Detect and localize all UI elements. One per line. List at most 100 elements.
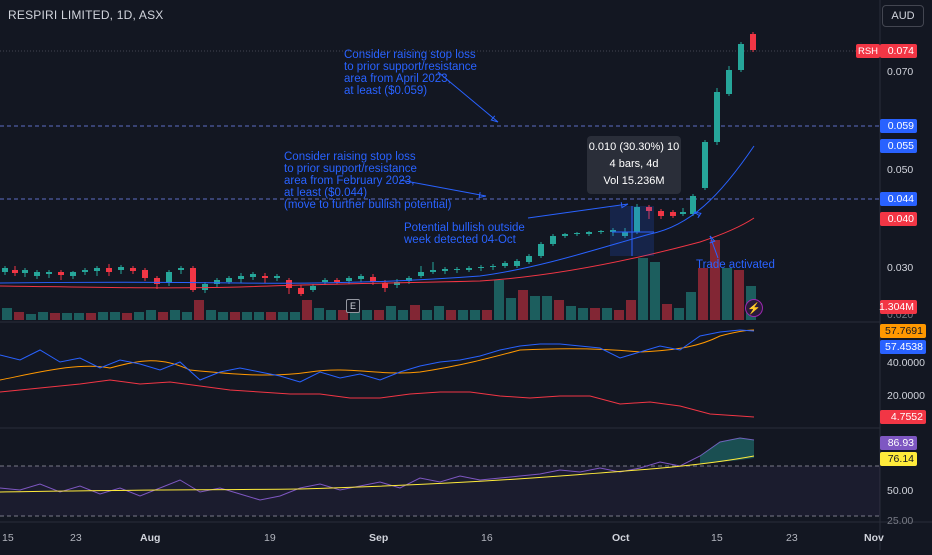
volume-bar — [722, 268, 732, 320]
time-label-8: 23 — [786, 532, 798, 544]
candle-body — [680, 212, 686, 214]
volume-bar — [14, 312, 24, 320]
price-tick-050: 0.050 — [887, 164, 914, 176]
earnings-marker-icon[interactable]: E — [346, 299, 360, 313]
volume-bar — [626, 300, 636, 320]
volume-bar — [194, 300, 204, 320]
candle-body — [658, 211, 664, 216]
volume-bar — [686, 292, 696, 320]
candle-body — [178, 268, 184, 270]
ind2-value-2: 76.14 — [880, 452, 917, 466]
candle-body — [526, 256, 532, 262]
volume-bar — [590, 308, 600, 320]
rsi-yellow-line — [0, 455, 755, 493]
level-badge-044: 0.044 — [880, 192, 917, 206]
time-label-9: Nov — [864, 532, 884, 544]
annotation-stop-loss-april[interactable]: Consider raising stop loss to prior supp… — [344, 49, 477, 97]
candle-body — [190, 268, 196, 290]
candle-body — [690, 196, 696, 214]
candle-body — [562, 234, 568, 236]
candle-body — [202, 284, 208, 290]
candle-body — [358, 276, 364, 279]
candle-body — [514, 261, 520, 266]
annotation-trade-activated[interactable]: Trade activated — [696, 259, 775, 271]
volume-bar — [326, 310, 336, 320]
candle-body — [610, 230, 616, 232]
volume-bar — [182, 312, 192, 320]
measure-tooltip: 0.010 (30.30%) 10 4 bars, 4d Vol 15.236M — [587, 136, 681, 194]
volume-bar — [242, 312, 252, 320]
lightning-icon[interactable]: ⚡ — [745, 299, 763, 317]
volume-bar — [374, 310, 384, 320]
candle-body — [538, 244, 544, 256]
annotation-outside-week[interactable]: Potential bullish outside week detected … — [404, 222, 525, 246]
volume-bar — [110, 312, 120, 320]
annotation-stop-loss-february[interactable]: Consider raising stop loss to prior supp… — [284, 151, 452, 211]
candle-body — [586, 232, 592, 234]
volume-bar — [338, 310, 348, 320]
candle-body — [714, 92, 720, 142]
arrow-note3 — [527, 203, 629, 219]
ind1-red-line — [0, 379, 755, 418]
volume-bar — [230, 312, 240, 320]
time-label-1: 23 — [70, 532, 82, 544]
ind1-tick-20: 20.0000 — [887, 390, 925, 402]
volume-bar — [710, 240, 720, 320]
volume-bar — [74, 313, 84, 320]
ticker-badge: RSH — [856, 44, 880, 58]
candle-body — [70, 272, 76, 276]
volume-bar — [86, 313, 96, 320]
volume-bar — [482, 310, 492, 320]
volume-bar — [302, 300, 312, 320]
rsi-overbought-fill — [700, 438, 754, 464]
candle-body — [322, 280, 328, 282]
ma-red-line — [0, 217, 755, 289]
volume-bar — [98, 312, 108, 320]
volume-bar — [38, 312, 48, 320]
candle-body — [238, 276, 244, 279]
rsi-band-fill — [0, 466, 880, 516]
candle-body — [574, 233, 580, 234]
candle-body — [154, 278, 160, 284]
candle-body — [58, 272, 64, 275]
candle-body — [370, 277, 376, 282]
ind1-blue-line — [0, 329, 755, 383]
candle-body — [490, 266, 496, 267]
volume-bar — [518, 290, 528, 320]
candle-body — [670, 212, 676, 216]
level-badge-059: 0.059 — [880, 119, 917, 133]
candle-body — [502, 263, 508, 266]
volume-bar — [674, 308, 684, 320]
volume-bar — [206, 310, 216, 320]
candle-body — [406, 278, 412, 281]
candle-body — [430, 270, 436, 272]
ind2-tick-50: 50.00 — [887, 485, 914, 497]
candle-body — [418, 272, 424, 276]
level-badge-040: 0.040 — [880, 212, 917, 226]
candle-body — [106, 268, 112, 272]
currency-button[interactable]: AUD — [882, 5, 924, 27]
time-label-3: 19 — [264, 532, 276, 544]
candle-body — [334, 280, 340, 282]
volume-bar — [578, 308, 588, 320]
candle-body — [738, 44, 744, 70]
symbol-title[interactable]: RESPIRI LIMITED, 1D, ASX — [8, 8, 164, 22]
time-label-6: Oct — [612, 532, 630, 544]
candle-body — [550, 236, 556, 244]
volume-bar — [362, 310, 372, 320]
volume-bar — [734, 270, 744, 320]
candle-body — [454, 269, 460, 270]
time-label-2: Aug — [140, 532, 161, 544]
volume-bar — [26, 314, 36, 320]
volume-bar — [122, 313, 132, 320]
candle-body — [262, 276, 268, 278]
ind2-value-1: 86.93 — [880, 436, 917, 450]
candle-body — [598, 231, 604, 232]
arrow-note1 — [437, 71, 499, 123]
volume-bar — [398, 310, 408, 320]
tooltip-bars: 4 bars, 4d — [609, 158, 659, 170]
ind1-orange-line — [0, 329, 755, 381]
volume-badge: 1.304M — [879, 300, 917, 314]
